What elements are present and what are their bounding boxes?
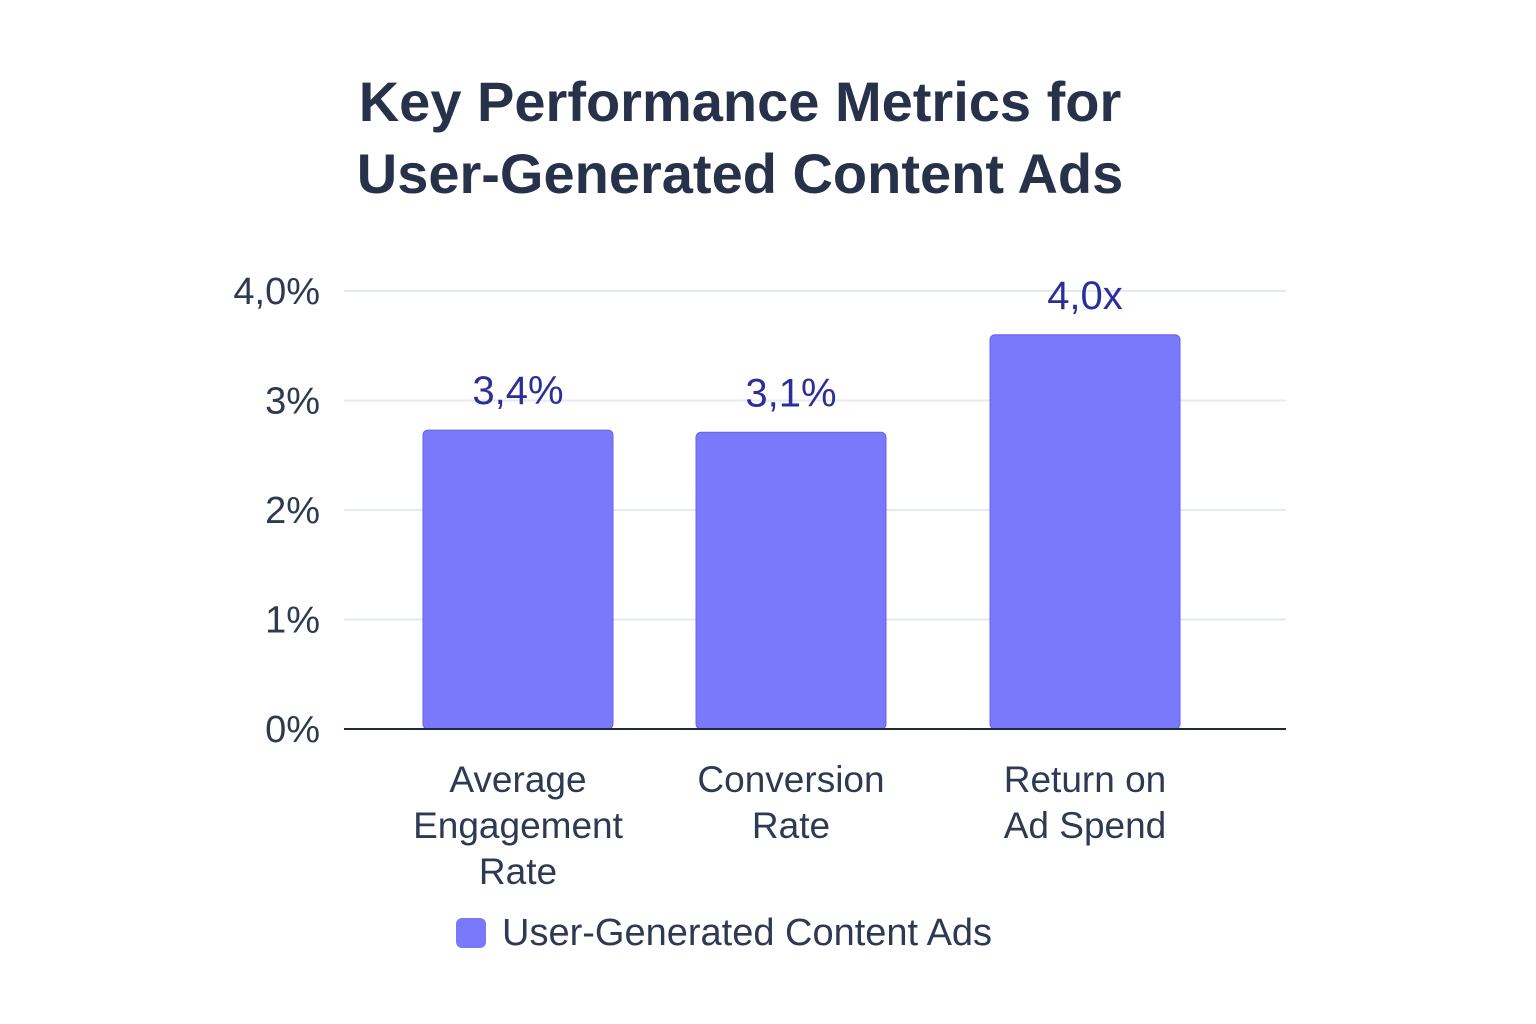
x-category-label-0-line-2: Rate <box>479 851 557 892</box>
y-tick-label-1: 1% <box>265 600 320 642</box>
bar-1 <box>695 431 887 730</box>
bar-0 <box>422 429 614 730</box>
legend-swatch <box>456 918 486 948</box>
y-tick-label-3: 3% <box>265 381 320 423</box>
x-category-label-0: Average Engagement Rate <box>413 759 624 892</box>
chart-title-line-2: User-Generated Content Ads <box>356 142 1124 205</box>
x-category-label-0-line-1: Engagement <box>413 805 624 846</box>
x-category-label-2: Return on Ad Spend <box>1004 759 1167 846</box>
legend-label: User-Generated Content Ads <box>502 911 993 954</box>
y-tick-label-4: 4,0% <box>233 271 320 313</box>
x-category-label-0-line-0: Average <box>449 759 586 800</box>
bar-value-label-2: 4,0x <box>1047 274 1123 318</box>
bar-value-label-1: 3,1% <box>745 371 836 415</box>
x-category-label-1-line-0: Conversion <box>697 759 884 800</box>
x-category-label-2-line-0: Return on <box>1004 759 1167 800</box>
chart-title-line-1: Key Performance Metrics for <box>358 70 1122 133</box>
y-tick-label-2: 2% <box>265 490 320 532</box>
x-category-label-2-line-1: Ad Spend <box>1004 805 1167 846</box>
chart-title: Key Performance Metrics for User-Generat… <box>0 66 1480 210</box>
legend: User-Generated Content Ads <box>456 910 992 956</box>
x-category-label-1: Conversion Rate <box>697 759 884 846</box>
bar-2 <box>989 334 1181 730</box>
y-tick-label-0: 0% <box>265 709 320 751</box>
x-category-label-1-line-1: Rate <box>752 805 830 846</box>
bar-value-label-0: 3,4% <box>472 369 563 413</box>
